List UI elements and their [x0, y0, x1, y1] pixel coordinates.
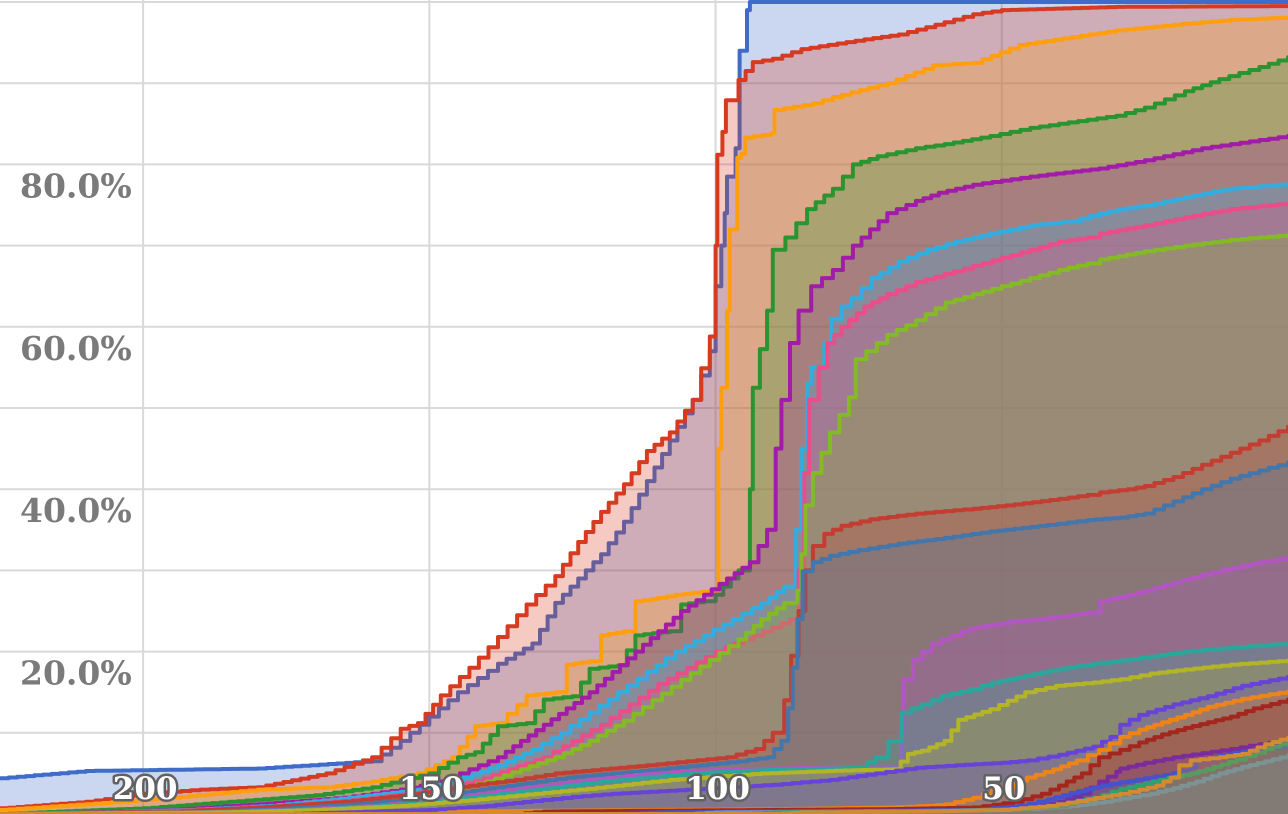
series-darkred-area [0, 699, 1288, 814]
series-royalblue-area [0, 746, 1288, 814]
series-red-line [0, 4, 1288, 811]
axis-labels: 80.0% 60.0% 40.0% 20.0% 200 150 100 50 [20, 166, 1028, 809]
series-lime-area [0, 235, 1288, 814]
y-axis-label-20: 20.0% [20, 654, 132, 693]
series-periwinkle-area [0, 755, 1288, 814]
series-green-area [0, 57, 1288, 814]
series-darkorange-area [0, 691, 1288, 814]
series-orchid-area [0, 557, 1288, 814]
series-blue-line [0, 0, 1288, 781]
series-seagreen-area [0, 741, 1288, 814]
series-red-area [0, 6, 1288, 814]
series-cyan-area [0, 183, 1288, 814]
series-teal-area [0, 643, 1288, 814]
series-steelblue-area [0, 462, 1288, 814]
series-olive-area [0, 660, 1288, 814]
series-purple-area [0, 136, 1288, 814]
series-green-line [0, 55, 1288, 814]
y-axis-label-40: 40.0% [20, 491, 132, 530]
series-pink-area [0, 203, 1288, 814]
series-olive-line [0, 658, 1288, 814]
series-orange-line [0, 15, 1288, 812]
x-axis-label-100: 100 [685, 771, 750, 807]
series-amber-line [0, 735, 1288, 814]
x-axis-label-150: 150 [399, 771, 464, 807]
x-axis-label-200: 200 [113, 771, 178, 807]
y-axis-label-80: 80.0% [20, 166, 132, 205]
x-axis-label-50: 50 [982, 771, 1025, 807]
series-orange-area [0, 17, 1288, 814]
y-axis-label-60: 60.0% [20, 329, 132, 368]
series-amber-area [0, 737, 1288, 814]
series-darkpurple-area [0, 740, 1288, 814]
series-violet-area [0, 676, 1288, 814]
